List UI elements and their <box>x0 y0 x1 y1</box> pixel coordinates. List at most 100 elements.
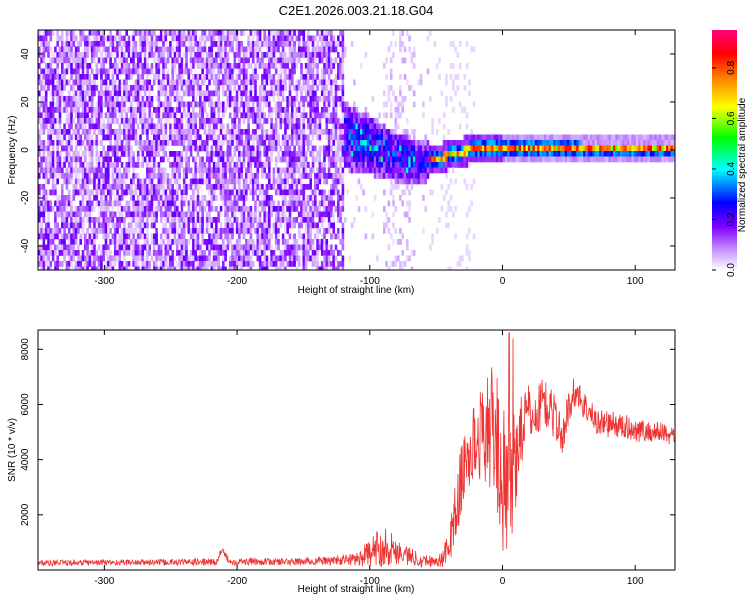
spectrogram-cell <box>323 41 326 47</box>
spectrogram-cell <box>323 96 326 102</box>
spectrogram-cell <box>226 228 230 234</box>
spectrogram-cell <box>309 211 312 218</box>
spectrogram-cell <box>196 79 200 86</box>
spectrogram-cell <box>72 255 76 262</box>
spectrogram-cell <box>192 85 195 91</box>
spectrogram-cell <box>56 266 59 270</box>
spectrogram-cell <box>327 200 331 207</box>
spectrogram-cell <box>139 85 142 91</box>
spectrogram-cell <box>196 63 200 69</box>
spectrogram-cell <box>334 90 338 97</box>
spectrogram-cell <box>51 184 55 190</box>
spectrogram-cell <box>208 239 211 245</box>
spectrogram-cell <box>284 112 287 119</box>
spectrogram-cell <box>118 112 122 119</box>
spectrogram-cell <box>314 200 317 207</box>
spectrogram-cell <box>274 85 278 91</box>
spectrogram-cell <box>127 222 131 229</box>
spectrogram-cell <box>113 79 117 86</box>
spectrogram-cell <box>297 52 301 58</box>
spectrogram-cell <box>341 52 345 58</box>
spectrogram-cell <box>281 184 285 190</box>
spectrogram-cell <box>166 200 170 207</box>
spectrogram-cell <box>327 112 331 119</box>
spectrogram-cell <box>185 255 188 262</box>
spectrogram-cell <box>199 217 202 223</box>
spectrogram-cell <box>389 41 393 47</box>
spectrogram-cell <box>88 167 92 174</box>
spectrogram-cell <box>120 57 124 64</box>
spectrogram-cell <box>348 118 352 124</box>
spectrogram-cell <box>42 96 46 102</box>
spectrogram-cell <box>228 112 232 119</box>
spectrogram-cell <box>293 244 296 251</box>
spectrogram-cell <box>185 68 188 75</box>
spectrogram-cell <box>323 85 326 91</box>
spectrogram-cell <box>339 30 342 36</box>
spectrogram-cell <box>366 151 370 157</box>
spectrogram-cell <box>67 123 71 130</box>
spectrogram-cell <box>320 85 324 91</box>
spectrogram-cell <box>79 162 82 168</box>
spectrogram-cell <box>54 233 57 240</box>
spectrogram-cell <box>371 162 375 168</box>
spectrogram-cell <box>330 68 333 75</box>
spectrogram-cell <box>383 162 386 168</box>
spectrogram-cell <box>274 162 278 168</box>
spectrogram-cell <box>251 30 255 36</box>
spectrogram-cell <box>182 68 186 75</box>
spectrogram-cell <box>84 156 87 163</box>
spectrogram-cell <box>125 145 128 152</box>
spectrogram-cell <box>155 261 158 267</box>
spectrogram-cell <box>424 178 427 185</box>
spectrogram-cell <box>116 255 119 262</box>
spectrogram-cell <box>203 90 207 97</box>
spectrogram-cell <box>327 222 331 229</box>
spectrogram-cell <box>116 52 119 58</box>
spectrogram-cell <box>196 145 200 152</box>
spectrogram-cell <box>332 211 335 218</box>
spectrogram-cell <box>153 195 156 201</box>
spectrogram-cell <box>327 167 331 174</box>
spectrogram-cell <box>194 134 197 141</box>
spectrogram-cell <box>325 173 329 179</box>
spectrogram-cell <box>222 156 225 163</box>
spectrogram-cell <box>86 266 89 270</box>
spectrogram-cell <box>304 46 308 53</box>
spectrogram-cell <box>116 217 119 223</box>
spectrogram-cell <box>316 184 319 190</box>
spectrogram-cell <box>256 151 260 157</box>
spectrogram-cell <box>120 162 124 168</box>
spectrogram-cell <box>88 239 92 245</box>
spectrogram-cell <box>146 195 149 201</box>
spectrogram-cell <box>199 57 202 64</box>
spectrogram-cell <box>95 145 99 152</box>
spectrogram-cell <box>125 173 128 179</box>
spectrogram-cell <box>302 211 306 218</box>
spectrogram-cell <box>146 101 149 108</box>
spectrogram-cell <box>307 134 310 141</box>
spectrogram-cell <box>387 173 391 179</box>
spectrogram-cell <box>222 195 225 201</box>
spectrogram-cell <box>263 266 266 270</box>
spectrogram-cell <box>226 222 230 229</box>
spectrogram-cell <box>226 52 230 58</box>
spectrogram-cell <box>311 90 315 97</box>
spectrogram-cell <box>47 41 50 47</box>
spectrogram-cell <box>256 206 260 212</box>
spectrogram-cell <box>330 41 333 47</box>
spectrogram-cell <box>325 57 329 64</box>
spectrogram-cell <box>104 206 108 212</box>
spectrogram-cell <box>217 30 220 36</box>
spectrogram-cell <box>215 162 218 168</box>
spectrogram-cell <box>113 173 117 179</box>
spectrogram-cell <box>79 140 82 146</box>
spectrogram-cell <box>284 189 287 196</box>
spectrogram-cell <box>330 96 333 102</box>
spectrogram-cell <box>58 46 62 53</box>
spectrogram-cell <box>272 30 276 36</box>
spectrogram-cell <box>297 123 301 130</box>
spectrogram-cell <box>90 134 94 141</box>
spectrogram-cell <box>330 46 333 53</box>
spectrogram-cell <box>208 244 211 251</box>
